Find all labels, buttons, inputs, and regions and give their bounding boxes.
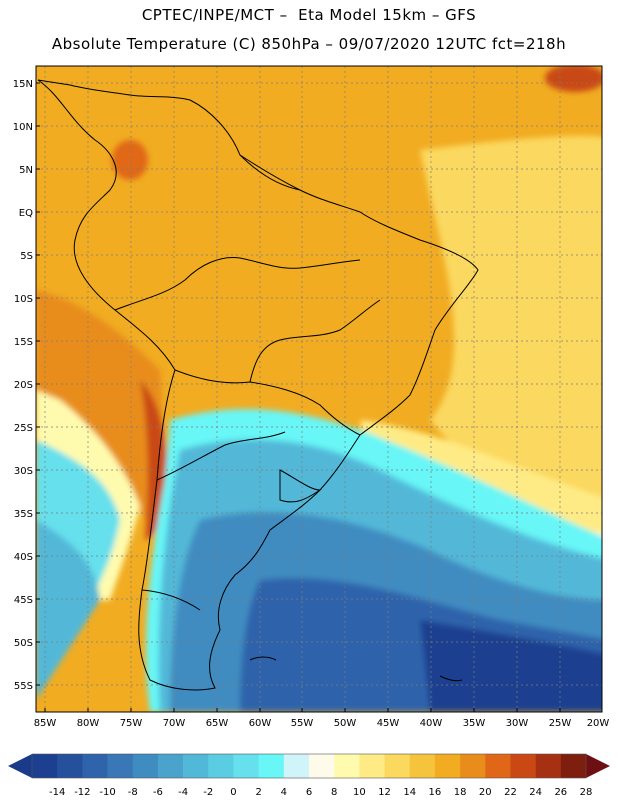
temperature-field <box>36 66 602 712</box>
lat-label: 20S <box>14 380 33 391</box>
lon-label: 30W <box>506 718 529 729</box>
lat-label: 5N <box>19 165 33 176</box>
lon-label: 50W <box>334 718 357 729</box>
colorbar-swatch <box>535 754 562 778</box>
lon-label: 70W <box>163 718 186 729</box>
colorbar-tick-label: 14 <box>403 787 416 798</box>
lat-label: 30S <box>14 466 33 477</box>
colorbar-tick-label: 20 <box>479 787 492 798</box>
lat-label: EQ <box>19 208 33 219</box>
country-borders <box>37 79 479 691</box>
colorbar-swatch <box>107 754 134 778</box>
lat-label: 50S <box>14 638 33 649</box>
lon-label: 45W <box>377 718 400 729</box>
colorbar-tick-label: 10 <box>353 787 366 798</box>
colorbar-tick-label: 0 <box>230 787 236 798</box>
lat-label: 40S <box>14 552 33 563</box>
colorbar-swatch <box>283 754 310 778</box>
colorbar-swatch <box>132 754 159 778</box>
colorbar-tick-label: 24 <box>529 787 542 798</box>
colorbar-swatch <box>233 754 259 778</box>
axis-ticks <box>36 82 603 712</box>
colorbar-tick-label: -2 <box>203 787 213 798</box>
colorbar-tick-label: 26 <box>554 787 567 798</box>
color-scale-bar: -14 -12 -10 -8 -6 -4 -2 0 2 4 6 8 10 12 14 16 18 20 22 24 26… <box>8 753 610 798</box>
colorbar-tick-label: 4 <box>281 787 287 798</box>
colorbar-tick-label: 2 <box>255 787 261 798</box>
colorbar-swatch <box>82 754 108 778</box>
colorbar-swatch <box>560 754 587 778</box>
lat-label: 35S <box>14 509 33 520</box>
colorbar-tick-label: -12 <box>74 787 90 798</box>
colorbar-swatch <box>359 754 385 778</box>
lon-label: 80W <box>77 718 100 729</box>
lon-label: 20W <box>587 718 610 729</box>
lon-label: 55W <box>291 718 314 729</box>
colorbar-swatch <box>157 754 184 778</box>
lat-label: 25S <box>14 423 33 434</box>
colorbar-tick-label: -4 <box>178 787 188 798</box>
colorbar-swatch <box>384 754 411 778</box>
colorbar-swatch <box>183 754 209 778</box>
colorbar-tick-label: 22 <box>504 787 517 798</box>
colorbar-tick-label: -8 <box>128 787 138 798</box>
lat-label: 55S <box>14 681 33 692</box>
colorbar-tick-label: 18 <box>454 787 467 798</box>
lat-label: 45S <box>14 595 33 606</box>
lon-label: 35W <box>463 718 486 729</box>
colorbar-swatch <box>258 754 285 778</box>
latitude-labels: 15N 10N 5N EQ 5S 10S 15S 20S 25S 30S 35S… <box>13 79 33 692</box>
lat-label: 10N <box>13 122 33 133</box>
colorbar-swatch <box>434 754 461 778</box>
lon-label: 75W <box>120 718 143 729</box>
lon-label: 60W <box>249 718 272 729</box>
colorbar-swatch <box>32 754 58 778</box>
colorbar-low-arrow <box>8 754 32 778</box>
colorbar-tick-label: 28 <box>580 787 593 798</box>
colorbar-tick-label: 6 <box>306 787 312 798</box>
colorbar-swatch <box>510 754 536 778</box>
map-title-line-1: CPTEC/INPE/MCT – Eta Model 15km – GFS <box>141 6 477 24</box>
map-title-line-2: Absolute Temperature (C) 850hPa – 09/07/… <box>51 35 567 53</box>
lat-label: 10S <box>14 294 33 305</box>
lat-lon-grid <box>36 66 602 712</box>
colorbar-tick-label: -10 <box>99 787 115 798</box>
lon-label: 65W <box>206 718 229 729</box>
lat-label: 5S <box>20 251 33 262</box>
colorbar-high-arrow <box>586 754 610 778</box>
colorbar-tick-label: 8 <box>331 787 337 798</box>
colorbar-swatch <box>460 754 486 778</box>
colorbar-swatch <box>334 754 360 778</box>
colorbar-tick-label: 16 <box>429 787 442 798</box>
lat-label: 15N <box>13 79 33 90</box>
colorbar-tick-label: 12 <box>378 787 391 798</box>
lon-label: 40W <box>420 718 443 729</box>
colorbar-swatch <box>485 754 511 778</box>
lon-label: 85W <box>34 718 57 729</box>
lon-label: 25W <box>549 718 572 729</box>
colorbar-swatch <box>208 754 234 778</box>
colorbar-frame <box>31 753 587 779</box>
colorbar-swatch <box>57 754 83 778</box>
colorbar-swatch <box>409 754 436 778</box>
colorbar-tick-label: -14 <box>49 787 65 798</box>
lat-label: 15S <box>14 337 33 348</box>
longitude-labels: 85W 80W 75W 70W 65W 60W 55W 50W 45W 40W … <box>34 718 610 729</box>
colorbar-tick-label: -6 <box>153 787 163 798</box>
colorbar-swatch <box>309 754 335 778</box>
map-frame <box>35 65 603 713</box>
